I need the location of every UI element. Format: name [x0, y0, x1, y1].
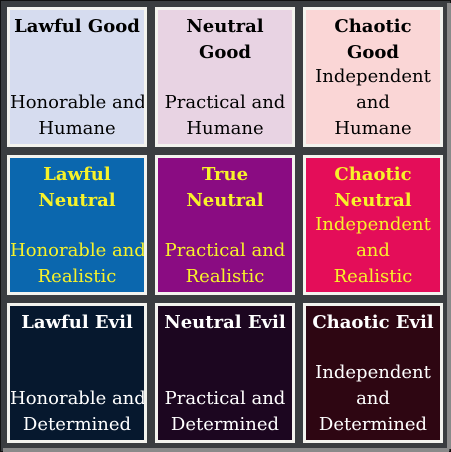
cell-description-line: Honorable and — [10, 92, 146, 113]
cell-description-line: Humane — [334, 118, 412, 139]
cell-chaotic-good: Chaotic Good Independent and Humane — [303, 7, 443, 147]
cell-title: Lawful Evil — [10, 310, 144, 336]
cell-description: Practical and Humane — [158, 90, 292, 142]
cell-description-line: Humane — [38, 118, 116, 139]
cell-title-line: Chaotic Evil — [312, 312, 434, 333]
cell-title-line: True — [201, 164, 249, 185]
cell-lawful-neutral: Lawful Neutral Honorable and Realistic — [7, 155, 147, 295]
cell-description-line: Practical and — [164, 240, 286, 261]
cell-description-line: Honorable and — [10, 388, 146, 409]
cell-description: Independent and Humane — [306, 64, 440, 142]
cell-description-line: Determined — [170, 414, 280, 435]
cell-title: Lawful Neutral — [10, 162, 144, 214]
frame-shadow-right — [447, 3, 451, 449]
cell-description-line: Determined — [22, 414, 132, 435]
cell-title-line: Neutral — [334, 190, 412, 211]
cell-description: Independent and Determined — [306, 360, 440, 438]
alignment-grid: Lawful Good Honorable and Humane Neutral… — [7, 7, 443, 443]
cell-title-line: Neutral Good — [186, 16, 264, 63]
cell-description: Honorable and Realistic — [10, 238, 144, 290]
cell-description-line: Honorable and — [10, 240, 146, 261]
cell-title-line: Lawful Evil — [21, 312, 133, 333]
cell-description-line: and — [356, 240, 390, 261]
cell-description-line: Realistic — [37, 266, 117, 287]
cell-description-line: Humane — [186, 118, 264, 139]
cell-title-line: Chaotic — [334, 164, 412, 185]
cell-title-line: Neutral — [38, 190, 116, 211]
cell-lawful-good: Lawful Good Honorable and Humane — [7, 7, 147, 147]
cell-description-line: Independent — [315, 362, 431, 383]
cell-description: Practical and Determined — [158, 386, 292, 438]
cell-chaotic-neutral: Chaotic Neutral Independent and Realisti… — [303, 155, 443, 295]
cell-title: True Neutral — [158, 162, 292, 214]
cell-title-line: Neutral — [186, 190, 264, 211]
cell-title: Neutral Evil — [158, 310, 292, 336]
cell-description-line: Independent — [315, 66, 431, 87]
cell-title: Neutral Good — [158, 14, 292, 66]
cell-title: Chaotic Neutral — [306, 162, 440, 214]
cell-title: Chaotic Evil — [306, 310, 440, 336]
cell-description-line: and — [356, 92, 390, 113]
cell-description: Independent and Realistic — [306, 212, 440, 290]
cell-title-line: Lawful Good — [14, 16, 140, 37]
cell-description: Practical and Realistic — [158, 238, 292, 290]
cell-title: Lawful Good — [10, 14, 144, 40]
cell-chaotic-evil: Chaotic Evil Independent and Determined — [303, 303, 443, 443]
cell-description-line: Independent — [315, 214, 431, 235]
cell-true-neutral: True Neutral Practical and Realistic — [155, 155, 295, 295]
cell-title-line: Neutral Evil — [164, 312, 286, 333]
cell-description-line: Realistic — [185, 266, 265, 287]
cell-title-line: Lawful — [43, 164, 111, 185]
cell-neutral-evil: Neutral Evil Practical and Determined — [155, 303, 295, 443]
cell-title-line: Chaotic Good — [334, 16, 412, 63]
cell-description-line: Practical and — [164, 92, 286, 113]
cell-description-line: and — [356, 388, 390, 409]
cell-neutral-good: Neutral Good Practical and Humane — [155, 7, 295, 147]
cell-description-line: Practical and — [164, 388, 286, 409]
cell-description: Honorable and Determined — [10, 386, 144, 438]
cell-lawful-evil: Lawful Evil Honorable and Determined — [7, 303, 147, 443]
cell-title: Chaotic Good — [306, 14, 440, 66]
cell-description: Honorable and Humane — [10, 90, 144, 142]
cell-description-line: Determined — [318, 414, 428, 435]
cell-description-line: Realistic — [333, 266, 413, 287]
frame-shadow-bottom — [3, 448, 449, 452]
